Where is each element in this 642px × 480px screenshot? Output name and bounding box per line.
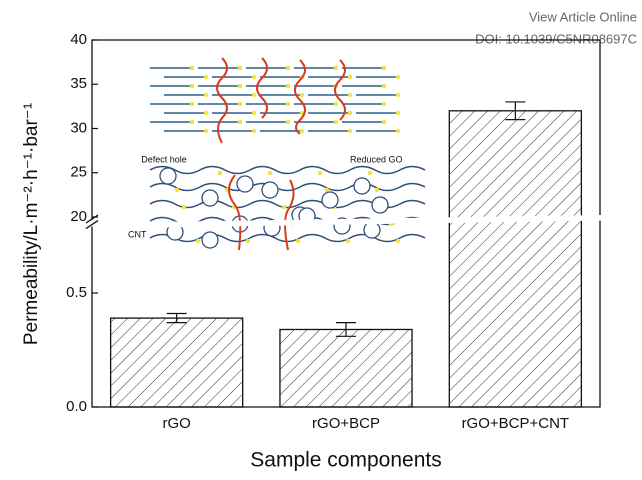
x-tick-label: rGO — [162, 415, 190, 432]
defect-dot — [281, 204, 287, 210]
defect-dot — [347, 92, 353, 98]
defect-dot — [189, 119, 195, 125]
defect-dot — [333, 119, 339, 125]
defect-dot — [333, 101, 339, 107]
plot-frame — [91, 39, 601, 408]
cnt — [371, 196, 389, 214]
defect-dot — [251, 128, 257, 134]
y-tick-label: 35 — [70, 75, 87, 92]
defect-dot — [174, 187, 180, 193]
defect-dot — [295, 238, 301, 244]
inset-label: CNT — [128, 229, 147, 239]
defect-dot — [299, 92, 305, 98]
defect-dot — [374, 187, 380, 193]
flow-arrow — [334, 59, 346, 121]
x-axis-title: Sample components — [250, 449, 441, 472]
defect-dot — [317, 170, 323, 176]
defect-dot — [189, 65, 195, 71]
defect-dot — [203, 92, 209, 98]
defect-dot — [251, 110, 257, 116]
defect-dot — [285, 83, 291, 89]
defect-dot — [237, 65, 243, 71]
defect-dot — [324, 187, 330, 193]
flow-arrow — [228, 174, 242, 251]
axis-break — [86, 215, 600, 229]
rgo-sheet — [149, 233, 426, 243]
bar — [109, 317, 244, 408]
defect-dot — [347, 74, 353, 80]
flow-arrow — [216, 57, 228, 144]
defect-dot — [203, 74, 209, 80]
cnt — [159, 167, 177, 185]
defect-dot — [395, 128, 401, 134]
rgo-sheet — [149, 165, 426, 175]
defect-dot — [395, 92, 401, 98]
rgo-sheet — [149, 182, 426, 192]
defect-dot — [245, 238, 251, 244]
defect-dot — [181, 204, 187, 210]
defect-dot — [285, 65, 291, 71]
defect-dot — [251, 74, 257, 80]
defect-dot — [381, 119, 387, 125]
defect-dot — [285, 119, 291, 125]
flow-arrow — [294, 59, 306, 135]
defect-dot — [237, 119, 243, 125]
defect-dot — [203, 128, 209, 134]
defect-dot — [345, 238, 351, 244]
cnt — [201, 189, 219, 207]
defect-dot — [395, 74, 401, 80]
defect-dot — [189, 83, 195, 89]
cnt — [363, 221, 381, 239]
bar — [279, 328, 413, 408]
defect-dot — [381, 83, 387, 89]
y-tick-label: 25 — [70, 164, 87, 181]
flow-arrow — [256, 57, 268, 119]
defect-dot — [395, 238, 401, 244]
error-bar — [505, 101, 526, 121]
defect-dot — [237, 83, 243, 89]
defect-dot — [217, 170, 223, 176]
defect-dot — [189, 101, 195, 107]
defect-dot — [237, 101, 243, 107]
cnt — [201, 231, 219, 249]
defect-dot — [195, 238, 201, 244]
y-tick-label: 30 — [70, 119, 87, 136]
cnt — [321, 191, 339, 209]
bar — [448, 110, 583, 408]
defect-dot — [347, 128, 353, 134]
y-axis-title: Permeability/L·m⁻²·h⁻¹·bar⁻¹ — [21, 103, 42, 345]
inset-label: Reduced GO — [350, 154, 403, 164]
cnt — [261, 181, 279, 199]
x-tick-label: rGO+BCP — [312, 415, 380, 432]
defect-dot — [333, 65, 339, 71]
error-bar — [336, 322, 356, 337]
y-tick-label: 0.0 — [66, 398, 87, 415]
flow-arrow — [284, 179, 295, 251]
defect-dot — [381, 101, 387, 107]
inset-label: Defect hole — [141, 154, 187, 164]
y-tick-label: 0.5 — [66, 284, 87, 301]
y-tick-label: 40 — [70, 31, 87, 48]
defect-dot — [395, 110, 401, 116]
header-link[interactable]: View Article Online — [529, 9, 637, 24]
defect-dot — [251, 92, 257, 98]
cnt — [353, 177, 371, 195]
cnt — [236, 175, 254, 193]
defect-dot — [285, 101, 291, 107]
y-tick-label: 20 — [70, 208, 87, 225]
header-doi[interactable]: DOI: 10.1039/C5NR08697C — [475, 31, 637, 46]
defect-dot — [381, 65, 387, 71]
defect-dot — [299, 128, 305, 134]
defect-dot — [347, 110, 353, 116]
defect-dot — [367, 170, 373, 176]
x-tick-label: rGO+BCP+CNT — [462, 415, 570, 432]
defect-dot — [267, 170, 273, 176]
defect-dot — [203, 110, 209, 116]
error-bar — [166, 312, 187, 324]
